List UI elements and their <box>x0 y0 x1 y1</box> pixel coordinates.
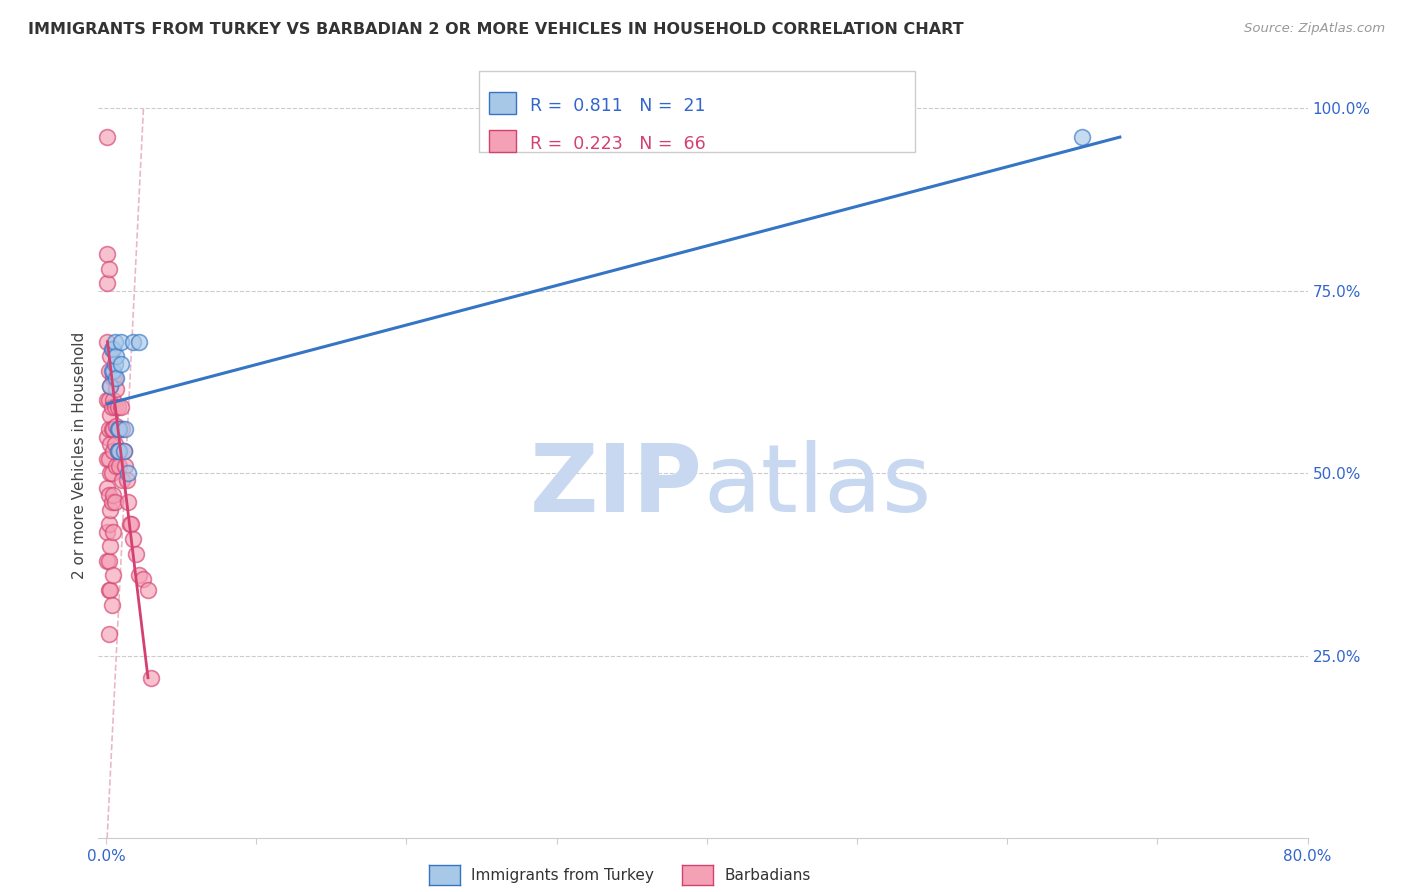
Point <box>100 539 122 553</box>
Point <box>103 568 125 582</box>
Point <box>105 371 128 385</box>
Point <box>118 517 141 532</box>
Point <box>100 502 122 516</box>
Point <box>104 401 127 415</box>
Text: ZIP: ZIP <box>530 440 703 532</box>
Point <box>136 583 159 598</box>
FancyBboxPatch shape <box>489 92 516 113</box>
Point <box>110 401 132 415</box>
Text: Source: ZipAtlas.com: Source: ZipAtlas.com <box>1244 22 1385 36</box>
Text: R =  0.223   N =  66: R = 0.223 N = 66 <box>530 136 706 153</box>
Point <box>117 466 139 480</box>
Point <box>105 418 128 433</box>
Y-axis label: 2 or more Vehicles in Household: 2 or more Vehicles in Household <box>72 331 87 579</box>
Text: atlas: atlas <box>703 440 931 532</box>
Point <box>108 444 131 458</box>
Point <box>100 349 122 363</box>
Point <box>101 598 124 612</box>
Point <box>105 349 128 363</box>
Point <box>96 524 118 539</box>
Point <box>121 517 143 532</box>
FancyBboxPatch shape <box>479 71 915 152</box>
Point <box>101 422 124 436</box>
Point <box>114 458 136 473</box>
Point <box>96 334 118 349</box>
Point <box>115 474 138 488</box>
Point <box>108 422 131 436</box>
Point <box>100 408 122 422</box>
Point <box>101 466 124 480</box>
Point <box>96 277 118 291</box>
Point <box>100 378 122 392</box>
Point <box>107 444 129 458</box>
Text: IMMIGRANTS FROM TURKEY VS BARBADIAN 2 OR MORE VEHICLES IN HOUSEHOLD CORRELATION : IMMIGRANTS FROM TURKEY VS BARBADIAN 2 OR… <box>28 22 963 37</box>
Point <box>103 371 125 385</box>
Point <box>101 342 124 356</box>
Point <box>96 481 118 495</box>
Point <box>103 488 125 502</box>
Point <box>104 437 127 451</box>
Point <box>100 583 122 598</box>
Point <box>97 364 120 378</box>
Point <box>97 627 120 641</box>
Point <box>104 334 127 349</box>
Point <box>96 554 118 568</box>
Point <box>107 401 129 415</box>
Point <box>104 495 127 509</box>
Point <box>97 451 120 466</box>
Point <box>97 583 120 598</box>
Point <box>128 334 150 349</box>
Point <box>104 371 127 385</box>
Point <box>139 671 162 685</box>
Point <box>103 342 125 356</box>
Point <box>1071 130 1094 145</box>
Point <box>122 334 145 349</box>
Text: Barbadians: Barbadians <box>724 869 810 883</box>
Point <box>105 382 128 396</box>
Point <box>97 261 120 276</box>
Point <box>112 444 135 458</box>
FancyBboxPatch shape <box>489 130 516 152</box>
Point <box>96 247 118 261</box>
Point <box>111 422 134 436</box>
Point <box>96 451 118 466</box>
Point <box>97 422 120 436</box>
Point <box>100 466 122 480</box>
Point <box>96 130 118 145</box>
Point <box>103 422 125 436</box>
Point <box>101 364 124 378</box>
Text: R =  0.811   N =  21: R = 0.811 N = 21 <box>530 97 706 115</box>
Text: Immigrants from Turkey: Immigrants from Turkey <box>471 869 654 883</box>
Point <box>97 554 120 568</box>
Point <box>105 458 128 473</box>
Point <box>97 488 120 502</box>
Point <box>112 444 135 458</box>
Point <box>117 495 139 509</box>
Point <box>111 474 134 488</box>
Point <box>100 437 122 451</box>
Point <box>108 422 131 436</box>
Point <box>101 495 124 509</box>
Point <box>114 422 136 436</box>
Point <box>104 357 127 371</box>
Point <box>97 393 120 408</box>
Point <box>108 458 131 473</box>
Point <box>125 547 148 561</box>
Point <box>103 393 125 408</box>
Point <box>132 572 155 586</box>
Point <box>110 357 132 371</box>
Point <box>103 444 125 458</box>
Point <box>128 568 150 582</box>
Point <box>110 334 132 349</box>
Point <box>122 532 145 546</box>
Point <box>96 393 118 408</box>
Point <box>101 401 124 415</box>
Point <box>96 430 118 444</box>
Point <box>107 444 129 458</box>
Point <box>97 517 120 532</box>
Point <box>103 364 125 378</box>
Point <box>100 378 122 392</box>
Point <box>103 524 125 539</box>
Point <box>107 422 129 436</box>
